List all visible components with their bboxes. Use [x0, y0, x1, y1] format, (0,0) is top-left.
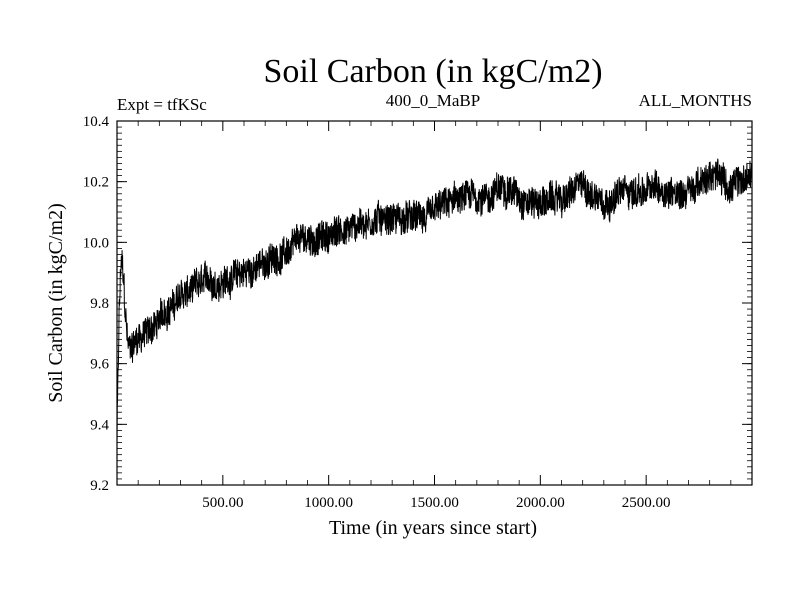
x-tick-label: 1000.00: [304, 495, 353, 511]
y-tick-label: 9.6: [90, 357, 109, 373]
period-label: 400_0_MaBP: [386, 91, 480, 110]
chart-title: Soil Carbon (in kgC/m2): [263, 53, 602, 90]
y-tick-label: 10.4: [83, 114, 110, 130]
x-tick-label: 2500.00: [622, 495, 671, 511]
x-tick-label: 500.00: [202, 495, 243, 511]
y-axis-title: Soil Carbon (in kgC/m2): [45, 203, 67, 402]
y-tick-label: 9.2: [90, 478, 109, 494]
axis-ticks-layer: 9.2 9.4 9.6 9.8 10.0 10.2 10.4 500.00 1000.00 150…: [83, 114, 752, 511]
y-tick-label: 9.8: [90, 296, 109, 312]
months-label: ALL_MONTHS: [639, 91, 752, 110]
y-tick-label: 9.4: [90, 417, 109, 433]
experiment-label: Expt = tfKSc: [117, 95, 207, 114]
x-tick-label: 2000.00: [516, 495, 565, 511]
y-tick-label: 10.0: [83, 235, 109, 251]
x-axis-title: Time (in years since start): [329, 517, 537, 539]
x-tick-label: 1500.00: [410, 495, 459, 511]
soil-carbon-series-line: [116, 158, 753, 442]
data-series-layer: [116, 158, 753, 442]
plot-frame: [116, 120, 753, 486]
y-tick-label: 10.2: [83, 175, 109, 191]
